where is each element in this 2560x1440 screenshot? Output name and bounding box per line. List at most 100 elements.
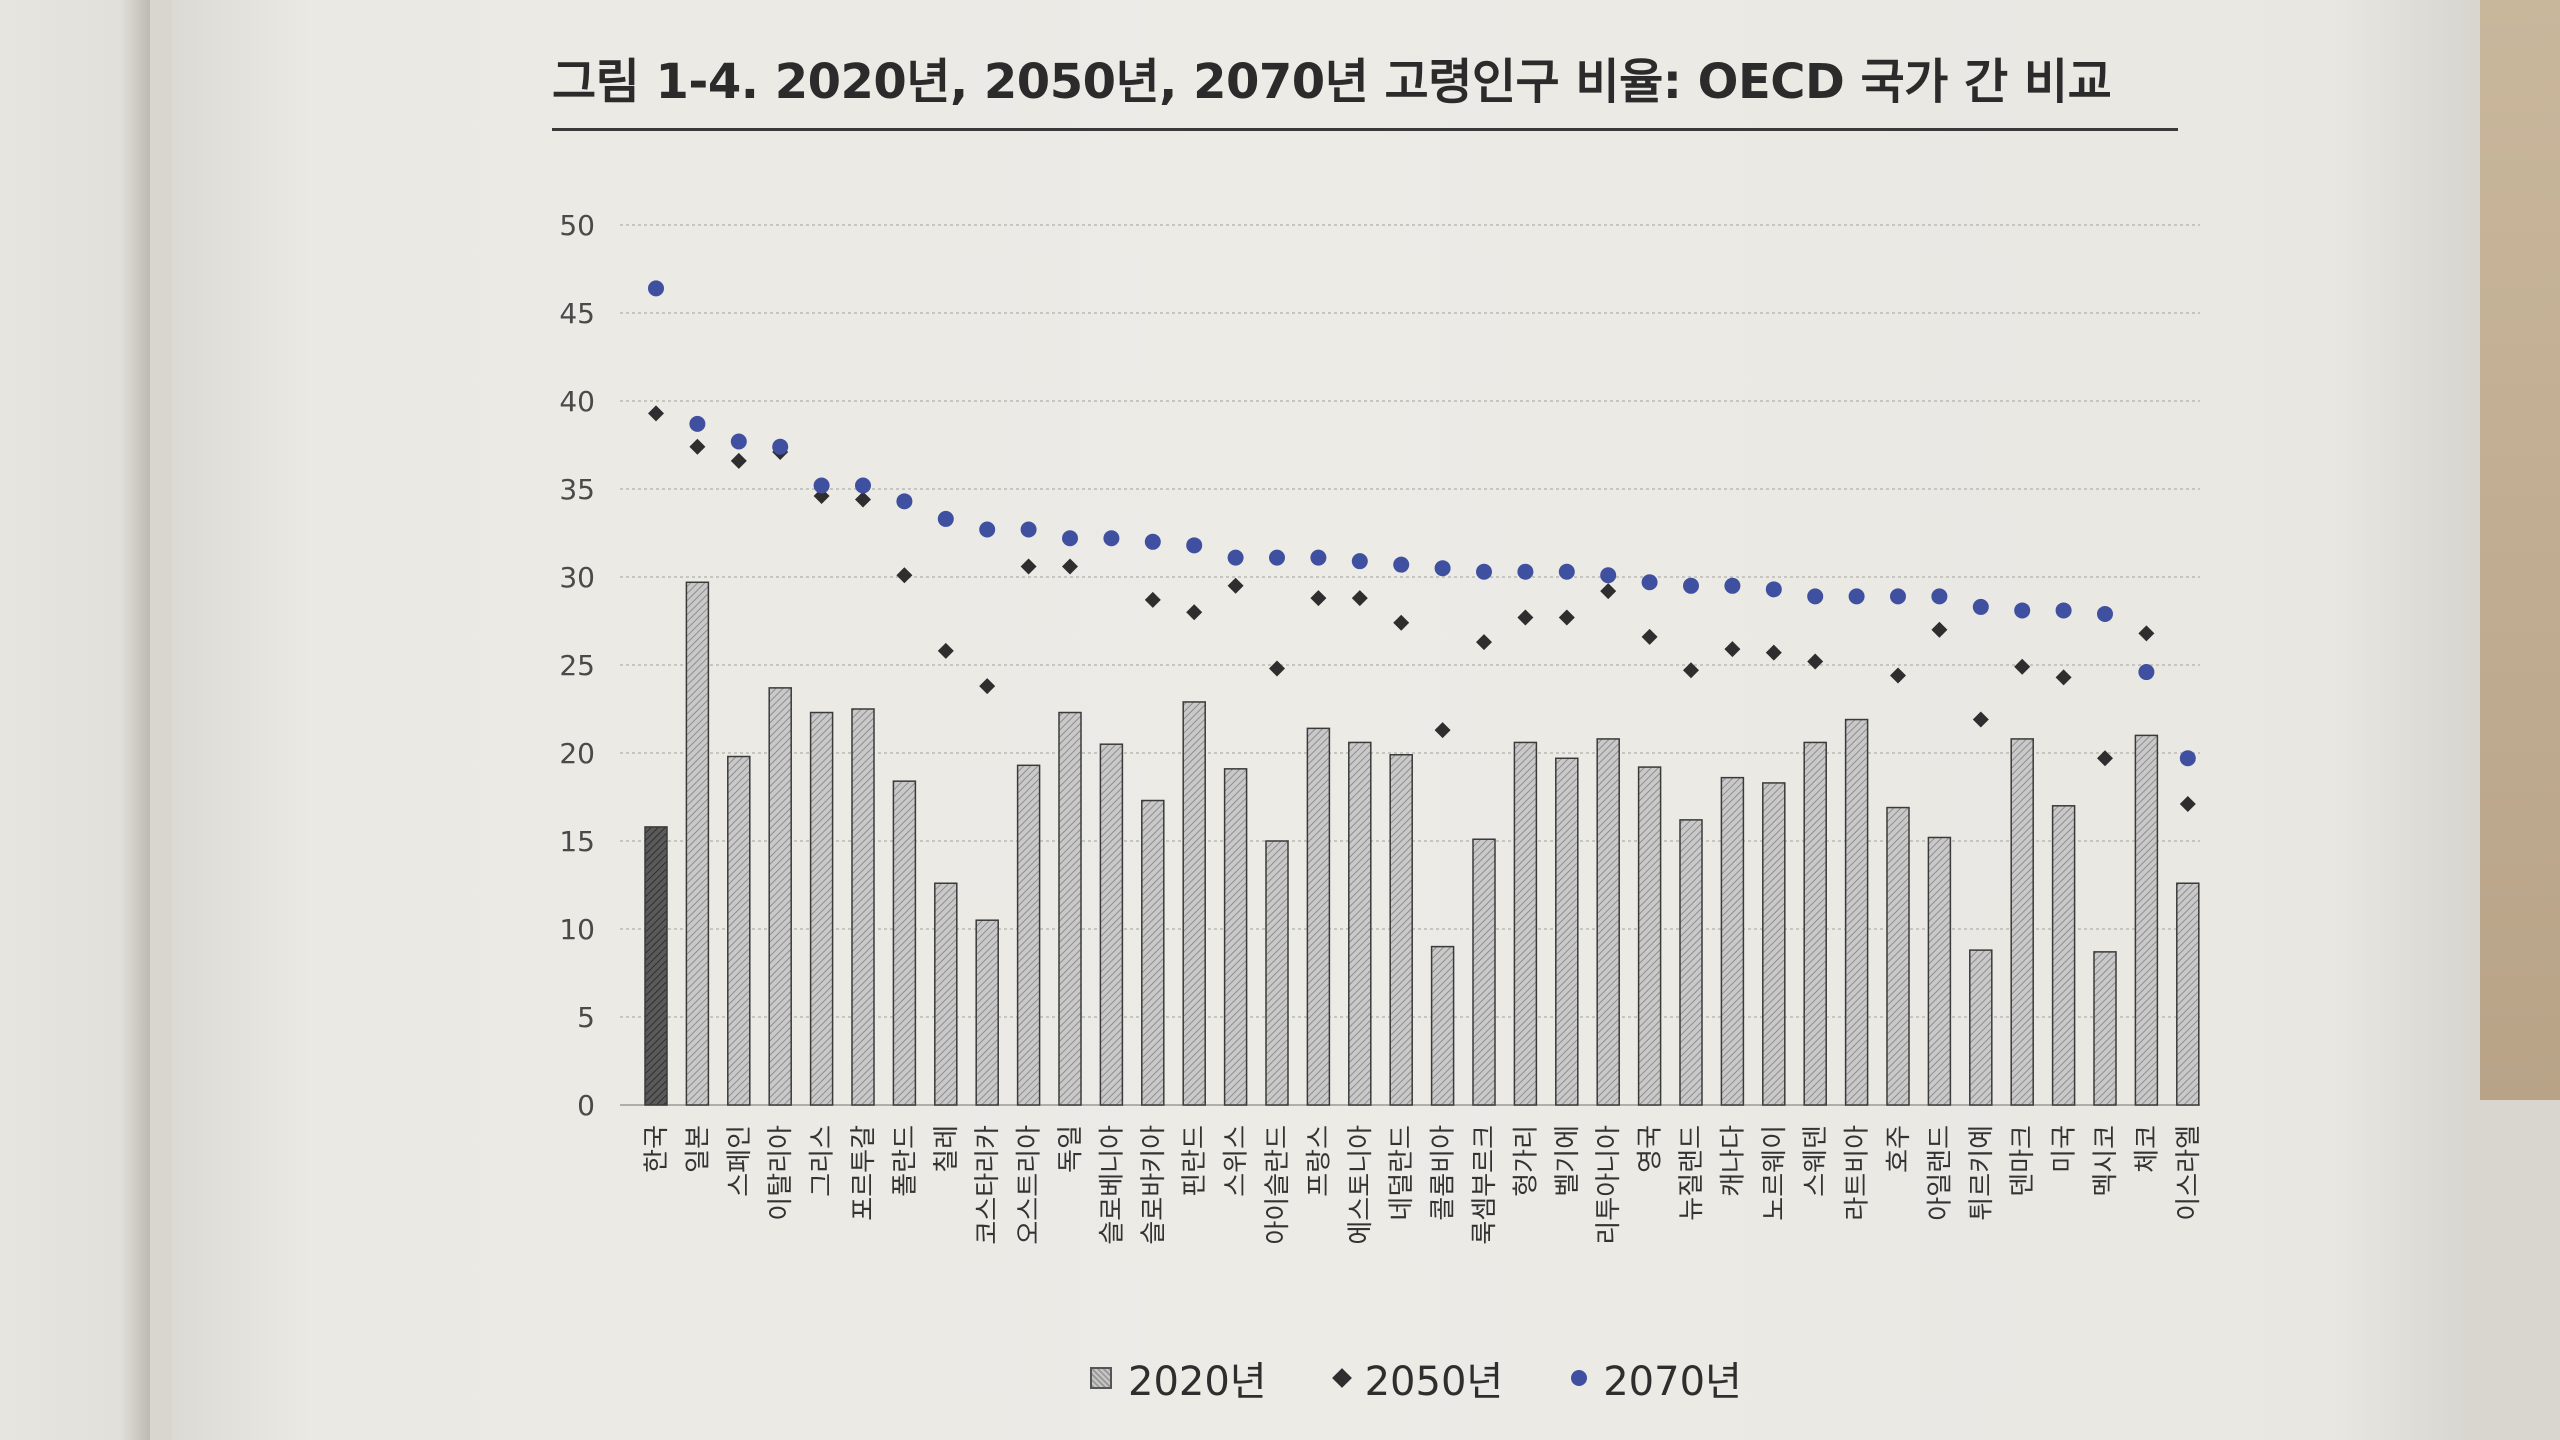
marker-2070-덴마크: [2014, 602, 2031, 619]
marker-2050-프랑스: [1310, 590, 1327, 607]
bar-2020-콜롬비아: [1430, 945, 1455, 1106]
x-tick-label: 스웨덴: [1801, 1125, 1831, 1197]
bar-2020-일본: [685, 581, 710, 1106]
bar-2020-이스라엘: [2176, 882, 2200, 1106]
bar-2020-이탈리아: [768, 687, 792, 1106]
marker-2050-오스트리아: [1020, 558, 1037, 575]
x-tick-label: 일본: [683, 1125, 713, 1173]
y-tick-label: 10: [559, 913, 595, 946]
marker-2070-튀르키예: [1972, 598, 1989, 615]
x-tick-label: 폴란드: [890, 1125, 920, 1197]
marker-2070-스위스: [1227, 549, 1244, 566]
marker-2050-헝가리: [1517, 609, 1534, 626]
bar-2020-미국: [2051, 805, 2076, 1106]
x-tick-label: 핀란드: [1180, 1125, 1210, 1197]
marker-2070-룩셈부르크: [1476, 563, 1492, 580]
marker-2070-슬로바키아: [1144, 533, 1161, 550]
bar-2020-슬로바키아: [1141, 799, 1165, 1106]
bar-2020-덴마크: [2010, 738, 2034, 1106]
marker-2050-핀란드: [1186, 604, 1203, 621]
marker-2050-스웨덴: [1807, 653, 1824, 670]
marker-2050-영국: [1641, 628, 1658, 645]
legend-label-2070: 2070년: [1603, 1359, 1742, 1405]
marker-2050-포르투갈: [855, 491, 871, 508]
marker-2070-오스트리아: [1020, 521, 1037, 538]
marker-2070-라트비아: [1848, 588, 1865, 605]
bar-2020-아이슬란드: [1265, 840, 1289, 1106]
x-tick-label: 스페인: [725, 1125, 755, 1197]
x-tick-label: 룩셈부르크: [1470, 1125, 1500, 1245]
bar-2020-노르웨이: [1762, 782, 1786, 1106]
book-page: [172, 0, 2470, 1440]
marker-2070-그리스: [813, 477, 830, 494]
marker-2050-체코: [2138, 625, 2155, 642]
y-tick-label: 5: [577, 1001, 595, 1034]
legend-bar-swatch: [1090, 1367, 1112, 1389]
y-tick-label: 35: [559, 473, 595, 506]
x-tick-label: 아일랜드: [1925, 1125, 1955, 1221]
legend-label-2050: 2050년: [1364, 1359, 1504, 1405]
bar-2020-에스토니아: [1348, 741, 1372, 1106]
y-tick-label: 30: [559, 561, 595, 594]
y-tick-label: 50: [559, 209, 595, 242]
x-tick-label: 스위스: [1222, 1125, 1252, 1197]
bar-2020-뉴질랜드: [1679, 819, 1703, 1106]
markers-2050: [648, 405, 2196, 813]
x-tick-label: 캐나다: [1718, 1125, 1748, 1197]
x-tick-label: 호주: [1884, 1125, 1914, 1173]
bar-2020-라트비아: [1844, 718, 1869, 1106]
bar-2020-독일: [1058, 711, 1082, 1106]
x-tick-label: 슬로바키아: [1139, 1125, 1169, 1245]
marker-2050-독일: [1062, 558, 1078, 575]
marker-2050-콜롬비아: [1434, 722, 1451, 739]
marker-2070-벨기에: [1558, 563, 1575, 580]
marker-2050-일본: [689, 438, 706, 455]
x-tick-label: 독일: [1056, 1125, 1086, 1173]
x-tick-label: 오스트리아: [1015, 1125, 1045, 1245]
y-tick-label: 0: [577, 1089, 595, 1122]
y-tick-label: 20: [559, 737, 595, 770]
marker-2050-칠레: [937, 642, 954, 659]
figure-title: 그림 1-4. 2020년, 2050년, 2070년 고령인구 비율: OEC…: [552, 54, 2112, 110]
legend-diamond-swatch: [1331, 1368, 1352, 1388]
x-tick-label: 노르웨이: [1760, 1125, 1790, 1221]
markers-2070: [648, 280, 2196, 767]
legend: 2020년 2050년 2070년: [1090, 1350, 1742, 1406]
desk-background: [2480, 0, 2560, 1100]
x-tick-label: 한국: [642, 1125, 672, 1173]
x-tick-label: 그리스: [808, 1125, 838, 1197]
y-tick-label: 45: [559, 297, 595, 330]
marker-2070-이스라엘: [2179, 750, 2196, 767]
bar-2020-한국: [644, 826, 668, 1106]
marker-2070-리투아니아: [1600, 567, 1617, 584]
x-tick-label: 포르투갈: [849, 1125, 879, 1221]
bar-2020-스웨덴: [1803, 741, 1827, 1106]
legend-item-2070: 2070년: [1571, 1349, 1742, 1407]
marker-2070-일본: [689, 415, 706, 432]
x-tick-label: 네덜란드: [1387, 1125, 1417, 1221]
bar-2020-튀르키예: [1969, 949, 1993, 1106]
marker-2070-칠레: [937, 510, 954, 527]
x-tick-label: 멕시코: [2091, 1125, 2121, 1197]
y-tick-label: 15: [559, 825, 595, 858]
marker-2050-스위스: [1227, 577, 1244, 594]
marker-2070-뉴질랜드: [1683, 577, 1699, 594]
marker-2070-이탈리아: [772, 438, 789, 455]
bar-2020-슬로베니아: [1099, 743, 1124, 1106]
marker-2050-덴마크: [2014, 658, 2031, 675]
x-axis-labels: 한국 일본 스페인 이탈리아 그리스 포르투갈 폴란드 칠레 코스타리카 오스트리아 독일 슬로베니아…: [642, 1125, 2204, 1245]
x-tick-label: 이탈리아: [766, 1125, 796, 1221]
y-axis-ticks: 0 5 10 15 20 25 30 35 40 45 50: [559, 209, 595, 1122]
bar-2020-룩셈부르크: [1472, 838, 1496, 1106]
x-tick-label: 미국: [2050, 1125, 2080, 1173]
marker-2050-리투아니아: [1600, 583, 1617, 600]
bar-2020-스페인: [727, 755, 751, 1106]
marker-2070-노르웨이: [1765, 581, 1782, 598]
marker-2050-호주: [1890, 667, 1906, 684]
marker-2070-폴란드: [896, 493, 913, 510]
legend-item-2050: 2050년: [1331, 1349, 1504, 1407]
x-tick-label: 튀르키예: [1967, 1125, 1997, 1221]
marker-2050-아이슬란드: [1269, 660, 1285, 677]
bar-2020-폴란드: [892, 780, 917, 1106]
marker-2050-캐나다: [1724, 641, 1741, 658]
